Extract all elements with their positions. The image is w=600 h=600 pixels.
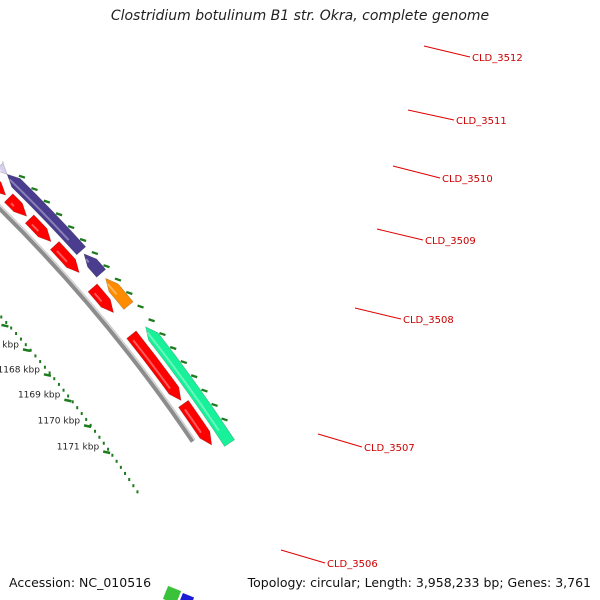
gene-feature-orange-highlight [106,283,118,295]
gene-feature-purple-faint-highlight [0,168,3,173]
scale-tick [102,450,111,455]
gene-label-line [423,45,471,58]
feature-tick [125,290,133,296]
gene-feature-orange [105,277,134,310]
gene-feature-red [87,283,114,314]
scale-tick [22,348,31,353]
scale-tick [43,373,52,378]
gene-feature-purple [83,253,107,278]
scale-label: 1167 kbp [0,340,19,350]
feature-tick [114,277,122,282]
feature-tick [190,374,198,379]
scale-label: 1171 kbp [57,442,100,452]
scale-label: 1169 kbp [18,391,61,401]
map-title: Clostridium botulinum B1 str. Okra, comp… [110,8,490,24]
gene-feature-purple-highlight [8,178,70,241]
gene-label: CLD_3508 [403,315,454,326]
feature-tick [137,304,144,309]
backbone-highlight [0,204,196,441]
gene-label-line [280,549,326,564]
gene-feature-red-highlight [10,202,15,207]
gene-feature-red [178,399,213,446]
gene-label: CLD_3510 [442,174,493,185]
gene-feature-red-highlight [184,408,202,434]
feature-tick [55,212,63,217]
scale-tick [1,323,9,328]
scale-tick [83,424,92,429]
feature-tick [91,250,99,256]
gene-feature-teal [145,326,235,447]
gene-label-line [392,165,441,179]
scale-label: 1170 kbp [38,416,81,426]
gene-feature-red [126,330,182,402]
feature-tick [201,388,208,393]
feature-tick [79,237,87,243]
gene-label-line [376,228,424,241]
feature-tick [159,331,166,337]
feature-tick [221,417,228,422]
gene-label: CLD_3509 [425,236,476,247]
gene-label-line [354,307,402,320]
gene-feature-teal-highlight [146,331,220,432]
gene-label-line [317,433,363,448]
gene-feature-red-highlight [132,339,171,390]
gene-feature-red [24,214,52,243]
gene-label-line [407,109,455,121]
genome-summary-label: Topology: circular; Length: 3,958,233 bp… [247,575,591,590]
gene-feature-purple [6,173,87,256]
gene-feature-red-highlight [93,292,103,303]
feature-tick [18,174,26,179]
gene-label: CLD_3511 [456,116,507,127]
feature-tick [148,318,155,323]
gene-feature-red [0,180,7,196]
feature-tick [211,402,218,408]
feature-tick [169,345,177,351]
gene-feature-red [49,241,80,274]
feature-tick [43,199,51,204]
scale-track [0,315,139,494]
gene-feature-green [162,585,182,600]
gene-feature-red [3,193,28,217]
gene-feature-purple-highlight [85,258,90,263]
accession-label: Accession: NC_010516 [9,575,152,590]
feature-ticks [18,174,228,422]
backbone-line [0,206,195,443]
gene-feature-blue [179,593,195,600]
feature-tick [31,186,38,192]
scale-label: 1168 kbp [0,365,40,375]
feature-tick [180,359,188,365]
gene-label: CLD_3512 [472,53,523,64]
gene-label: CLD_3506 [327,559,378,570]
scale-tick [64,398,72,403]
gene-label: CLD_3507 [364,443,415,454]
feature-tick [67,224,75,230]
feature-tick [103,264,110,269]
gene-feature-red-highlight [56,250,68,263]
gene-feature-red-highlight [31,223,40,232]
gene-feature-purple-faint [0,161,8,175]
